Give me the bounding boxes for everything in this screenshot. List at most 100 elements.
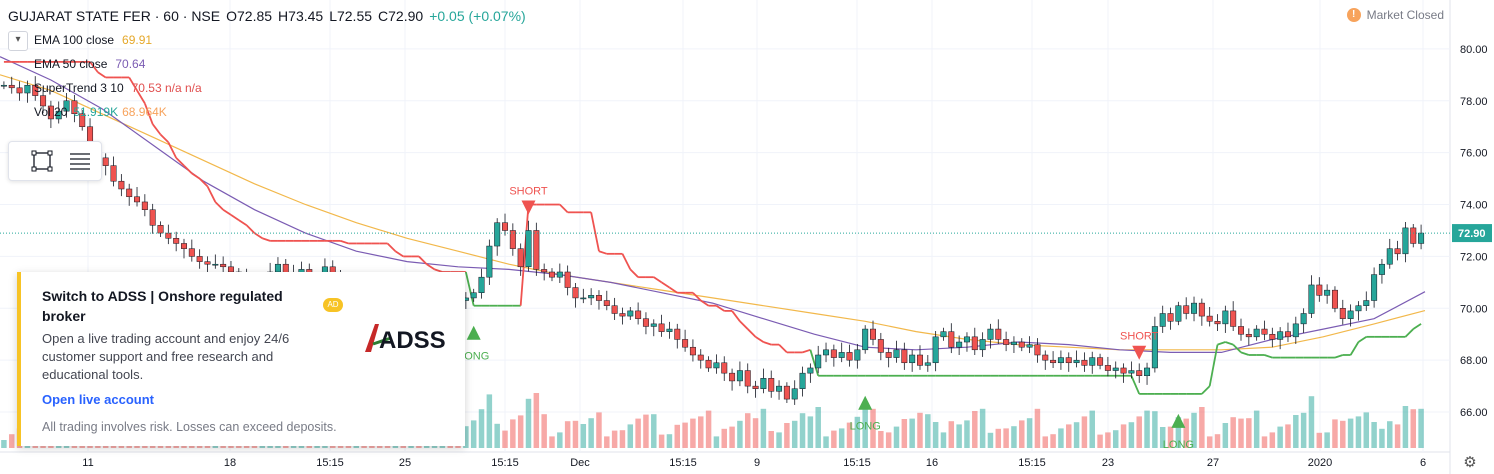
settings-gear-icon[interactable]: ⚙ xyxy=(1463,453,1476,471)
candle xyxy=(1355,301,1362,321)
candle xyxy=(165,224,172,245)
price-tick-label: 70.00 xyxy=(1460,303,1488,315)
volume-bar xyxy=(964,420,970,448)
candle-body xyxy=(1418,232,1425,244)
supertrend-segment xyxy=(700,299,710,307)
candle-body xyxy=(1394,248,1401,255)
supertrend-segment xyxy=(590,212,600,252)
candle xyxy=(635,302,642,325)
candle xyxy=(478,268,485,299)
volume-bar xyxy=(1379,428,1385,448)
collapse-legend-button[interactable]: ▾ xyxy=(8,31,28,51)
candle-body xyxy=(744,370,751,387)
candle-body xyxy=(572,287,579,299)
menu-lines-icon[interactable] xyxy=(69,150,91,172)
ema100-legend[interactable]: EMA 100 close 69.91 xyxy=(34,33,153,47)
candle-body xyxy=(1386,248,1393,265)
time-axis[interactable]: 11 18 15:15 25 15:15 Dec 15:15 9 15:15 16 15:15 23 2… xyxy=(82,453,1476,471)
volume-bar xyxy=(995,428,1002,448)
volume-bar xyxy=(463,426,469,448)
volume-bar xyxy=(674,424,681,448)
volume-bar xyxy=(1105,432,1111,448)
candle-body xyxy=(71,100,78,115)
volume-bar xyxy=(823,436,829,448)
symbol-name[interactable]: GUJARAT STATE FER · 60 · NSE xyxy=(8,8,221,24)
supertrend-segment xyxy=(559,203,569,213)
candle xyxy=(1073,350,1080,368)
price-axis[interactable]: 66.00 68.00 70.00 72.00 74.00 76.00 78.00 80.00… xyxy=(0,44,1492,419)
candle xyxy=(1230,301,1237,331)
volume-bar xyxy=(1402,406,1409,448)
candle-body xyxy=(909,354,916,364)
candle-body xyxy=(220,263,227,268)
candle xyxy=(854,343,861,369)
candle xyxy=(697,349,704,369)
candle xyxy=(901,342,908,370)
candle-body xyxy=(1331,289,1338,309)
candle-body xyxy=(47,105,54,120)
candle xyxy=(1261,320,1268,341)
candle xyxy=(1026,336,1033,354)
candle xyxy=(1410,224,1417,248)
supertrend-legend[interactable]: SuperTrend 3 10 70.53 n/a n/a xyxy=(34,81,202,95)
candle xyxy=(611,297,618,320)
candle-body xyxy=(870,328,876,340)
candle-body xyxy=(924,362,931,366)
candle-body xyxy=(478,276,485,293)
short-signal: SHORT xyxy=(1120,331,1159,360)
candle xyxy=(1347,304,1354,327)
supertrend-segment xyxy=(191,172,201,180)
volume-legend[interactable]: Vol 20 51.919K 68.964K xyxy=(34,105,167,119)
candle xyxy=(870,320,876,346)
ema50-legend[interactable]: EMA 50 close 70.64 xyxy=(34,57,146,71)
candle xyxy=(971,327,978,355)
market-status[interactable]: ! Market Closed xyxy=(1346,8,1444,22)
price-tick-label: 72.00 xyxy=(1460,251,1488,263)
candle-body xyxy=(901,349,908,364)
candle xyxy=(1191,296,1198,322)
open-live-account-link[interactable]: Open live account xyxy=(42,392,154,407)
last-price-marker: 72.90 xyxy=(1458,228,1486,240)
candle-body xyxy=(1238,326,1244,335)
rectangle-tool-icon[interactable] xyxy=(31,150,53,172)
supertrend-segment xyxy=(262,237,271,242)
candle xyxy=(823,342,830,363)
volume-bar xyxy=(604,436,610,448)
volume-bar xyxy=(776,432,782,448)
candle xyxy=(791,380,798,405)
volume-bar xyxy=(1120,424,1127,448)
volume-bar xyxy=(478,409,485,448)
volume-bar xyxy=(1,440,7,448)
candle-body xyxy=(595,295,602,301)
candle-body xyxy=(1112,367,1119,371)
ad-banner[interactable]: Switch to ADSS | Onshore regulated broke… xyxy=(17,272,465,446)
price-tick-label: 74.00 xyxy=(1460,200,1488,212)
volume-bar xyxy=(1214,434,1221,448)
volume-bar xyxy=(1340,420,1346,448)
volume-bar xyxy=(799,413,806,448)
candle xyxy=(564,265,571,296)
candle xyxy=(1065,352,1072,372)
candle-body xyxy=(1371,274,1378,301)
volume-bar xyxy=(588,418,594,448)
candle-body xyxy=(948,331,955,348)
candle-body xyxy=(854,349,861,361)
candle-body xyxy=(635,310,642,319)
candle xyxy=(1418,224,1425,250)
candle xyxy=(517,243,524,276)
volume-bar xyxy=(705,410,712,448)
volume-bar xyxy=(1277,426,1283,448)
volume-bar xyxy=(1144,410,1150,448)
candle xyxy=(619,307,626,325)
candle xyxy=(1386,238,1393,269)
candle-body xyxy=(971,336,978,351)
candle-body xyxy=(1214,321,1221,325)
candle-body xyxy=(1198,302,1205,317)
candle-body xyxy=(509,230,516,249)
candle-body xyxy=(783,385,790,400)
price-tick-label: 68.00 xyxy=(1460,355,1488,367)
volume-bar xyxy=(1387,421,1393,448)
volume-bar xyxy=(1026,418,1033,448)
volume-bar xyxy=(658,434,665,448)
supertrend-segment xyxy=(1334,354,1344,359)
